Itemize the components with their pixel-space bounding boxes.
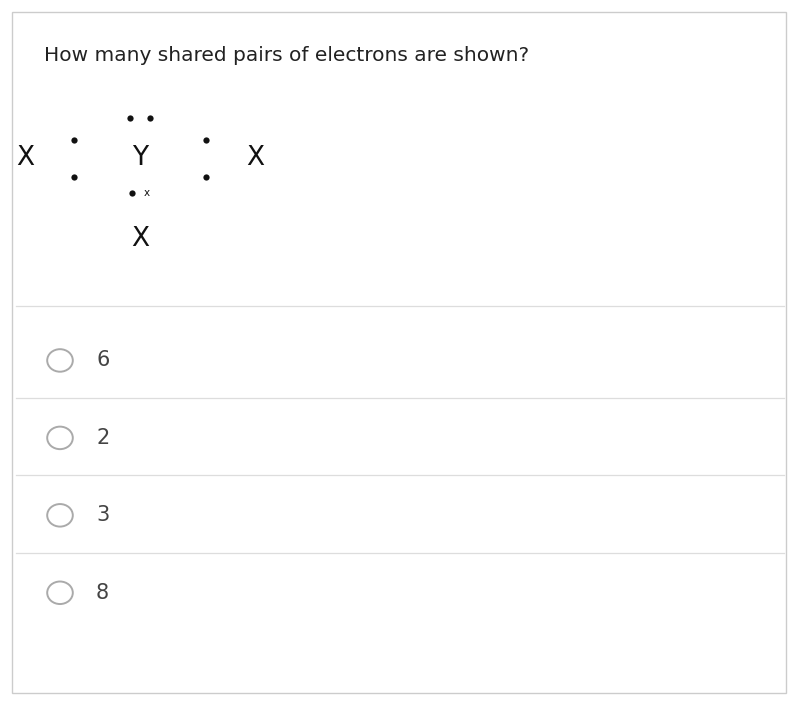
Text: 8: 8 xyxy=(96,583,109,603)
Text: Y: Y xyxy=(132,146,148,171)
Text: 6: 6 xyxy=(96,351,110,370)
Text: 2: 2 xyxy=(96,428,110,448)
Text: 3: 3 xyxy=(96,505,110,525)
Text: X: X xyxy=(246,146,264,171)
Text: x: x xyxy=(143,188,150,199)
Text: X: X xyxy=(131,227,149,252)
FancyBboxPatch shape xyxy=(12,12,786,693)
Text: X: X xyxy=(16,146,34,171)
Text: How many shared pairs of electrons are shown?: How many shared pairs of electrons are s… xyxy=(44,46,529,65)
